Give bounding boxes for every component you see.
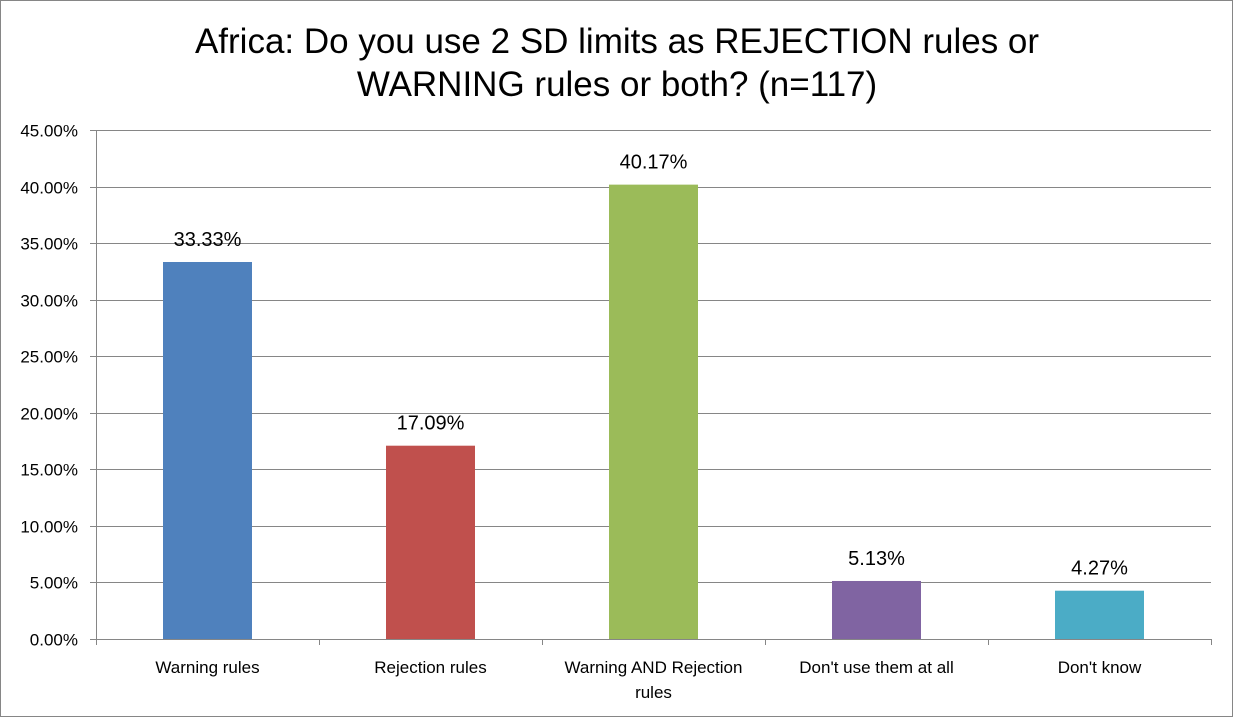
y-tick-label: 20.00%: [20, 405, 78, 424]
data-label: 33.33%: [174, 229, 242, 251]
bar: [1055, 590, 1144, 639]
y-tick-label: 40.00%: [20, 179, 78, 198]
axes: [90, 130, 1212, 645]
data-labels: 33.33% 17.09% 40.17% 5.13% 4.27%: [174, 152, 1128, 580]
bar: [386, 445, 475, 639]
x-axis-category-labels: Warning rules Rejection rules Warning AND …: [155, 658, 1142, 702]
bar: [832, 580, 921, 639]
data-label: 4.27%: [1071, 558, 1128, 580]
category-label: Don't know: [1058, 658, 1142, 677]
y-tick-label: 15.00%: [20, 461, 78, 480]
data-label: 5.13%: [848, 548, 905, 570]
category-label: Warning rules: [155, 658, 259, 677]
data-label: 17.09%: [397, 413, 465, 435]
bar: [163, 262, 252, 639]
category-label: Rejection rules: [374, 658, 486, 677]
y-tick-label: 25.00%: [20, 348, 78, 367]
y-tick-label: 35.00%: [20, 235, 78, 254]
data-label: 40.17%: [620, 152, 688, 174]
y-axis-tick-labels: 0.00% 5.00% 10.00% 15.00% 20.00% 25.00% 30.00%…: [20, 122, 78, 650]
bars: [163, 184, 1144, 639]
category-label: Warning AND Rejection: [565, 658, 743, 677]
y-tick-label: 10.00%: [20, 518, 78, 537]
chart-title-line-1: Africa: Do you use 2 SD limits as REJECT…: [195, 22, 1039, 61]
y-tick-label: 45.00%: [20, 122, 78, 141]
y-tick-label: 0.00%: [30, 631, 78, 650]
chart-title: Africa: Do you use 2 SD limits as REJECT…: [195, 22, 1039, 104]
bar: [609, 184, 698, 639]
category-label: rules: [635, 683, 672, 702]
y-tick-label: 5.00%: [30, 574, 78, 593]
y-tick-label: 30.00%: [20, 292, 78, 311]
category-label: Don't use them at all: [799, 658, 953, 677]
chart-title-line-2: WARNING rules or both? (n=117): [357, 65, 877, 104]
